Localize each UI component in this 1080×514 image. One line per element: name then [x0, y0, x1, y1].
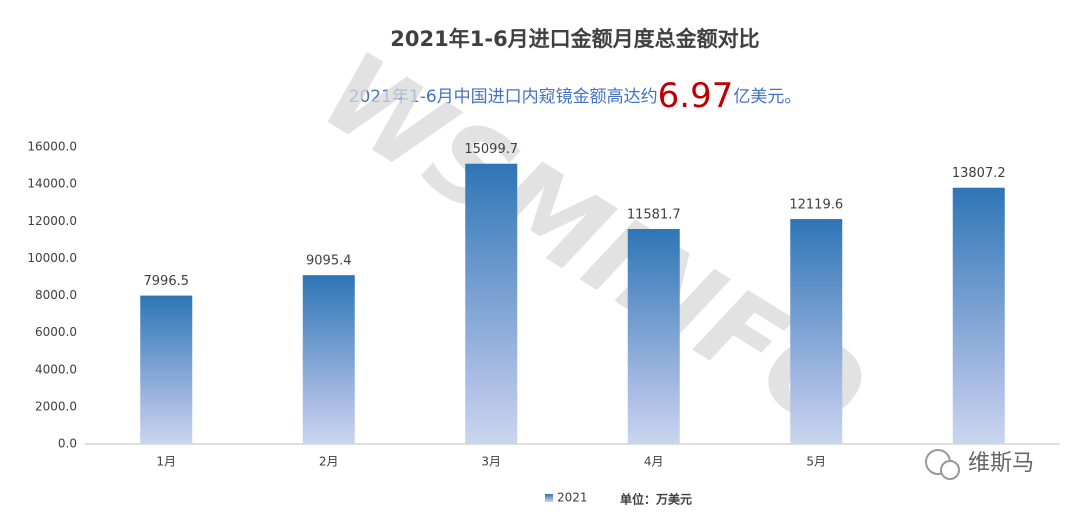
- logo-text: 维斯马: [968, 451, 1034, 476]
- subtitle-text: 亿美元。: [733, 87, 801, 107]
- subtitle: 2021年1-6月中国进口内窥镜金额高达约6.97亿美元。: [349, 76, 802, 116]
- subtitle-highlight: 6.97: [658, 76, 734, 116]
- y-tick-label: 4000.0: [35, 362, 77, 376]
- bar: [465, 163, 518, 444]
- unit-label: 单位：万美元: [620, 492, 692, 507]
- y-tick-label: 6000.0: [35, 325, 77, 339]
- legend-label: 2021: [557, 491, 588, 505]
- y-tick-label: 12000.0: [27, 214, 77, 228]
- bar: [952, 187, 1005, 444]
- value-label: 7996.5: [144, 274, 190, 289]
- chart-title: 2021年1-6月进口金额月度总金额对比: [390, 27, 759, 51]
- y-tick-label: 16000.0: [27, 140, 77, 154]
- y-tick-label: 0.0: [58, 437, 77, 451]
- value-label: 12119.6: [789, 198, 843, 213]
- y-tick-label: 2000.0: [35, 399, 77, 413]
- y-tick-label: 8000.0: [35, 288, 77, 302]
- y-tick-label: 14000.0: [27, 177, 77, 191]
- subtitle-text: 2021年1-6月中国进口内窥镜金额高达约: [349, 87, 658, 107]
- value-label: 13807.2: [952, 166, 1006, 181]
- value-label: 15099.7: [464, 142, 518, 157]
- bar: [627, 229, 680, 444]
- bar: [140, 295, 193, 444]
- legend-swatch: [545, 494, 553, 502]
- x-tick-label: 3月: [481, 455, 501, 469]
- x-tick-label: 1月: [156, 455, 176, 469]
- logo-icon: [940, 460, 960, 480]
- bar: [790, 219, 843, 444]
- x-tick-label: 4月: [644, 455, 664, 469]
- x-tick-label: 5月: [806, 455, 826, 469]
- bar: [302, 275, 355, 444]
- y-tick-label: 10000.0: [27, 251, 77, 265]
- value-label: 9095.4: [306, 254, 352, 269]
- x-tick-label: 2月: [319, 455, 339, 469]
- logo: 维斯马: [925, 449, 1034, 480]
- value-label: 11581.7: [627, 208, 681, 223]
